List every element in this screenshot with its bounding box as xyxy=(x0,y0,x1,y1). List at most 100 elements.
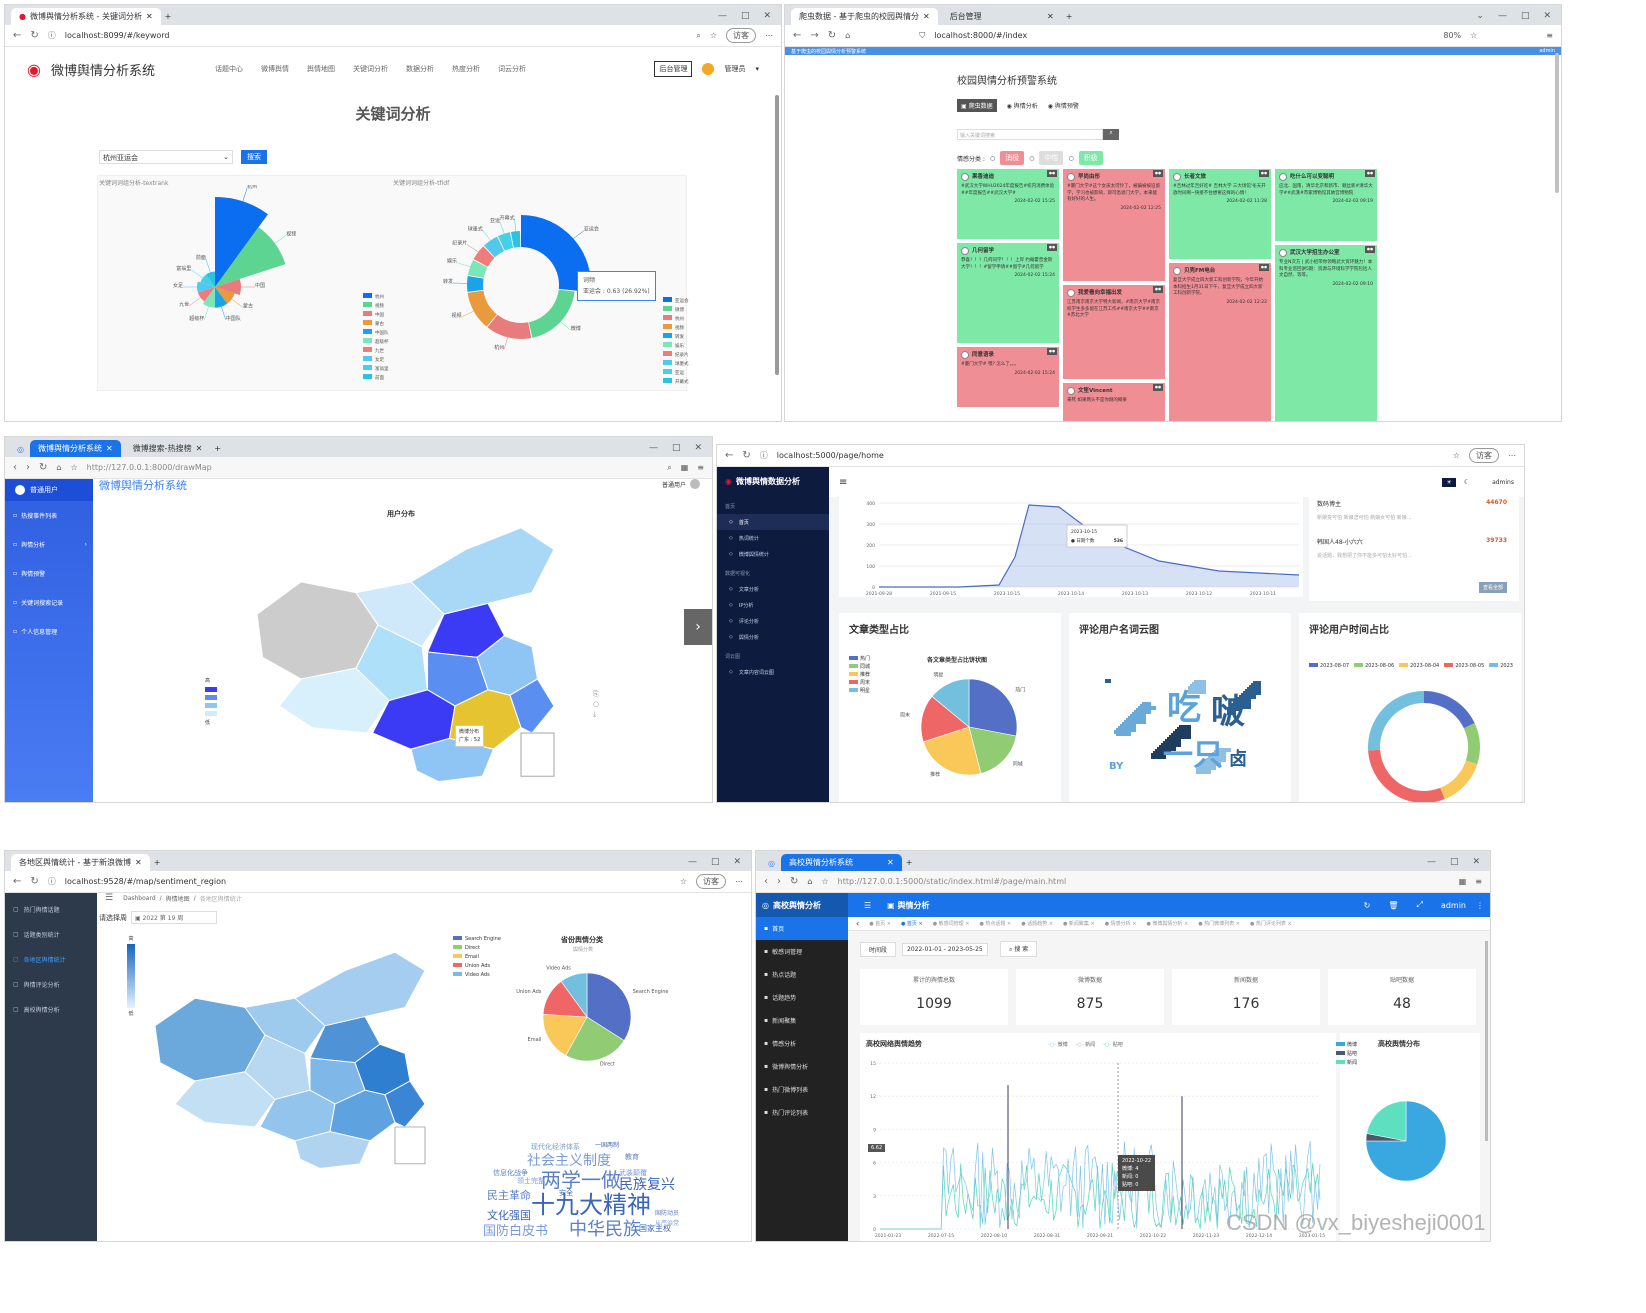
page-tab[interactable]: ● 话题趋势 × xyxy=(1021,921,1053,927)
legend-item[interactable]: 推荐 xyxy=(849,671,870,679)
home-icon[interactable]: ⌂ xyxy=(56,463,62,472)
scrollbar[interactable] xyxy=(1485,941,1488,1141)
page-tab[interactable]: ● 首页 × xyxy=(869,921,891,927)
visitor-badge[interactable]: 访客 xyxy=(1469,448,1499,463)
download-icon[interactable]: ⤓ xyxy=(593,710,597,718)
search-button[interactable]: 搜索 xyxy=(241,150,267,164)
back-icon[interactable]: ← xyxy=(13,30,22,41)
sidebar-item[interactable]: ▢ 各地区舆情统计 xyxy=(13,956,66,964)
zoom-icon[interactable]: ⌕ xyxy=(696,30,701,40)
legend-item[interactable]: 新闻 xyxy=(1336,1059,1357,1068)
zoom-icon[interactable]: ○ xyxy=(593,700,600,708)
hot-item[interactable]: 数码博主 44670 新娘变可怕 新娘怎可怕 新娘女可怕 新娘... xyxy=(1317,499,1507,521)
favorite-icon[interactable]: ☆ xyxy=(821,877,829,886)
sidebar-item[interactable]: ▪ 热门评论列表 xyxy=(764,1109,809,1117)
maximize-icon[interactable]: □ xyxy=(740,11,750,21)
back-icon[interactable]: ← xyxy=(725,450,734,461)
close-window-icon[interactable]: ✕ xyxy=(733,857,741,867)
close-window-icon[interactable]: ✕ xyxy=(1472,857,1480,867)
new-tab-icon[interactable]: + xyxy=(153,858,161,867)
menu-icon[interactable]: ≡ xyxy=(1546,31,1553,40)
minimize-icon[interactable]: — xyxy=(648,443,658,453)
keyword-select[interactable]: 杭州亚运会 ⌄ xyxy=(99,150,233,164)
scrollbar[interactable] xyxy=(775,95,779,375)
legend-item[interactable]: Video Ads xyxy=(453,971,501,980)
legend-item[interactable]: 同城 xyxy=(849,663,870,671)
sidebar-item[interactable]: ◇ 文章分析 xyxy=(729,586,759,593)
close-icon[interactable]: × xyxy=(1130,921,1137,927)
legend-item[interactable]: -○- 微博 xyxy=(1048,1042,1068,1048)
theme-toggle[interactable]: ☀ xyxy=(1442,477,1456,487)
legend-item[interactable]: Email xyxy=(453,953,501,962)
post-card[interactable]: 文笙Vincent ●● 来死 如果两头不是你刚的椰果 xyxy=(1063,383,1165,421)
search-icon[interactable]: ⌕ xyxy=(1103,129,1119,140)
filter-negative[interactable]: 消极 xyxy=(1000,151,1025,165)
close-icon[interactable]: ✕ xyxy=(134,858,142,867)
browser-tab[interactable]: ● 微博舆情分析系统 - 关键词分析 ✕ xyxy=(11,8,161,25)
close-icon[interactable]: ✕ xyxy=(195,444,203,453)
nav-item[interactable]: 词云分析 xyxy=(497,65,526,73)
user-name[interactable]: admins xyxy=(1492,478,1514,486)
nav-item[interactable]: 数据分析 xyxy=(405,65,434,73)
legend-item[interactable]: Direct xyxy=(453,944,501,953)
sidebar-item[interactable]: ◇ 舆情分析 xyxy=(729,634,759,641)
post-card[interactable]: 长者文旅 ●● #吉林过年吉好吃# 吉林大学 三大场馆'冬天开放时间啊~快接不住想要… xyxy=(1169,169,1271,259)
maximize-icon[interactable]: □ xyxy=(710,857,720,867)
favorite-icon[interactable]: ☆ xyxy=(70,463,78,472)
sidebar-item[interactable]: ▫ 个人信息管理 xyxy=(13,628,58,636)
sidebar-item[interactable]: ▪ 话题趋势 xyxy=(764,994,797,1002)
minimize-icon[interactable]: — xyxy=(687,857,697,867)
forward-icon[interactable]: › xyxy=(777,876,781,887)
user-name[interactable]: 管理员 xyxy=(724,65,746,73)
more-icon[interactable]: ⋮ xyxy=(1476,900,1484,910)
sidebar-item[interactable]: ▪ 热点话题 xyxy=(764,971,797,979)
close-window-icon[interactable]: ✕ xyxy=(694,443,702,453)
browser-tab[interactable]: 微博搜索-热搜榜 ✕ xyxy=(132,444,203,453)
legend-item[interactable]: -○- 新闻 xyxy=(1075,1042,1096,1048)
menu-icon[interactable]: ⋯ xyxy=(1508,451,1516,460)
close-icon[interactable]: ✕ xyxy=(922,12,930,21)
url-input[interactable]: localhost:9528/#/map/sentiment_region xyxy=(64,877,227,886)
close-icon[interactable]: × xyxy=(963,921,970,927)
reload-icon[interactable]: ↻ xyxy=(39,462,48,473)
url-input[interactable]: localhost:8000/#/index xyxy=(934,31,1028,40)
url-input[interactable]: localhost:5000/page/home xyxy=(776,451,884,460)
new-tab-icon[interactable]: + xyxy=(905,858,913,867)
legend-item[interactable]: Union Ads xyxy=(453,962,501,971)
avatar[interactable] xyxy=(702,63,715,75)
hamburger-icon[interactable]: ≡ xyxy=(839,476,848,488)
back-icon[interactable]: ← xyxy=(793,30,802,41)
url-input[interactable]: http://127.0.0.1:8000/drawMap xyxy=(86,463,212,472)
back-icon[interactable]: ‹ xyxy=(764,876,768,887)
minimize-icon[interactable]: — xyxy=(1426,857,1436,867)
post-card[interactable]: 几何留学 ●● 恭喜！！！几何同学！！！上岸 约翰霍普金斯大学！！！#留学申请##留… xyxy=(957,243,1059,343)
close-icon[interactable]: × xyxy=(1285,921,1292,927)
sidebar-item[interactable]: ▢ 热门舆情话题 xyxy=(13,906,60,914)
chevron-left-icon[interactable]: ‹ xyxy=(856,919,860,928)
menu-icon[interactable]: ≡ xyxy=(1475,877,1482,886)
sidebar-item[interactable]: ▪ 微博舆情分析 xyxy=(764,1063,809,1071)
refresh-icon[interactable]: ↻ xyxy=(1363,900,1371,910)
post-card[interactable]: 我爱看向幸福出发 ●● 江苏南京南京大学特大新闻，#南京大学#南京校学生多多留在江苏… xyxy=(1063,285,1165,379)
sidebar-item[interactable]: ▪ 情感分析 xyxy=(764,1040,797,1048)
home-icon[interactable]: ⌂ xyxy=(807,877,813,886)
sidebar-item[interactable]: ▫ 热搜事件列表 xyxy=(13,512,58,520)
hamburger-icon[interactable]: ☰ xyxy=(105,893,114,903)
page-tab[interactable]: ● 敏感词管理 × xyxy=(932,921,970,927)
close-icon[interactable]: ✕ xyxy=(886,858,894,867)
favorite-icon[interactable]: ☆ xyxy=(1470,31,1478,40)
page-tab[interactable]: ● 热门微博列表 × xyxy=(1198,921,1240,927)
close-icon[interactable]: ✕ xyxy=(105,444,113,453)
sidebar-item[interactable]: ▪ 敏感词管理 xyxy=(764,948,803,956)
sidebar-item[interactable]: ▢ 舆情评论分析 xyxy=(13,981,60,989)
hot-item[interactable]: 韩国人48-小六六 39733 说话题，我想把了你不能多可怕太好可怕... xyxy=(1317,537,1507,559)
browser-tab[interactable]: 各地区舆情统计 - 基于新浪微博 ✕ xyxy=(11,854,150,871)
forward-icon[interactable]: → xyxy=(810,30,819,41)
close-icon[interactable]: × xyxy=(1182,921,1189,927)
chevron-down-icon[interactable]: ⌄ xyxy=(1476,11,1484,21)
post-card[interactable]: 同意语录 ●● #厦门大学# 嘿? 怎么了。。。 2024-02-02 15:24 xyxy=(957,347,1059,407)
menu-icon[interactable]: ⋯ xyxy=(765,31,773,40)
sidebar-item[interactable]: ◇ 评论分析 xyxy=(729,618,759,625)
post-card[interactable]: 吃什么可以变聪明 ●● 应北、国南，清华北京和新市、顺丝新#清华大学##武漢#市家博… xyxy=(1275,169,1377,241)
legend-item[interactable]: 周末 xyxy=(849,679,870,687)
